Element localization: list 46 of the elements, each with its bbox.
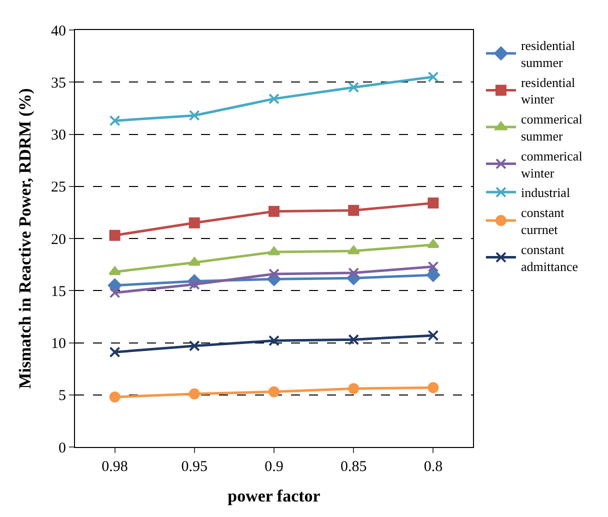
x-axis-title: power factor <box>228 486 321 506</box>
y-tick-label: 25 <box>51 180 66 196</box>
point <box>348 82 360 93</box>
y-tick-label: 15 <box>51 284 66 300</box>
point <box>109 346 120 358</box>
point <box>108 278 122 292</box>
point <box>109 287 120 298</box>
point <box>428 71 439 82</box>
point <box>428 382 439 394</box>
y-tick-label: 0 <box>58 440 66 456</box>
point <box>188 340 200 352</box>
point <box>188 278 200 290</box>
point <box>348 334 360 346</box>
x-tick-label: 0.9 <box>264 459 284 475</box>
y-tick-label: 35 <box>51 75 66 92</box>
y-tick-label: 5 <box>58 388 66 404</box>
point <box>348 204 360 216</box>
point <box>428 198 439 209</box>
point <box>108 266 121 276</box>
point <box>268 206 280 217</box>
x-tick-label: 0.85 <box>340 459 367 475</box>
point <box>426 268 440 282</box>
y-tick-label: 40 <box>51 23 66 40</box>
legend-label: industrial <box>520 185 570 200</box>
point <box>268 93 280 104</box>
point <box>109 230 120 241</box>
point <box>268 335 280 346</box>
legend-label: constant admittance <box>520 242 578 274</box>
point <box>268 386 280 398</box>
point <box>109 115 120 126</box>
point <box>428 330 439 341</box>
point <box>188 388 200 400</box>
x-tick-label: 0.98 <box>102 459 128 475</box>
point <box>348 383 360 394</box>
y-axis-title: Mismatch in Reactive Power, RDRM (%) <box>16 88 35 389</box>
point <box>188 256 201 266</box>
point <box>428 261 439 272</box>
x-tick-label: 0.95 <box>181 459 208 475</box>
point <box>188 217 200 228</box>
point <box>188 110 200 121</box>
y-tick-label: 30 <box>51 128 66 144</box>
point <box>109 391 120 402</box>
y-tick-label: 10 <box>51 336 66 352</box>
x-tick-label: 0.8 <box>424 459 443 475</box>
point <box>427 239 440 248</box>
y-tick-label: 20 <box>51 232 66 248</box>
